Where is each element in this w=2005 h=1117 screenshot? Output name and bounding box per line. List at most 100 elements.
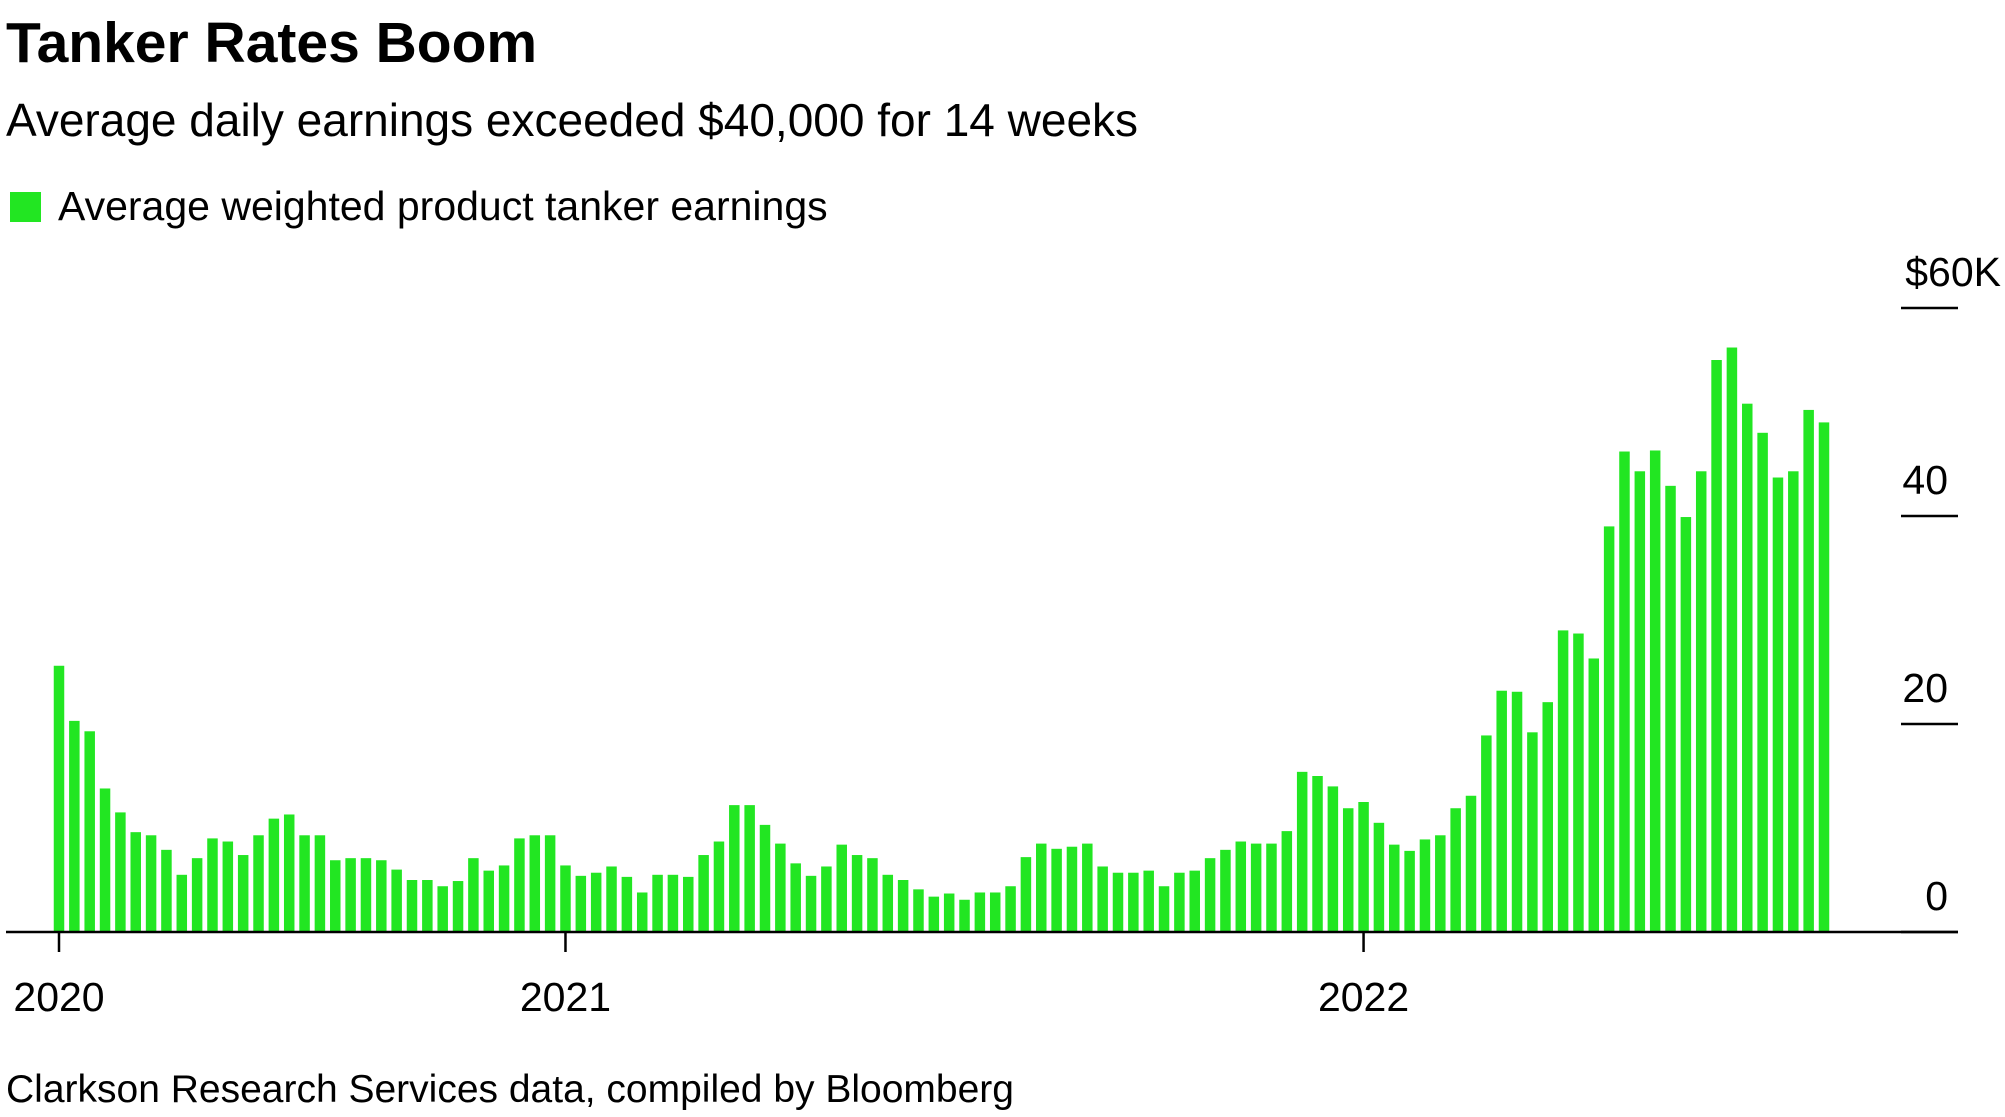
bar	[989, 892, 1001, 932]
x-tick-label: 2021	[520, 974, 611, 1020]
bar	[851, 855, 863, 932]
bar	[207, 838, 218, 932]
bar	[590, 872, 602, 932]
y-tick-label: 20	[1902, 665, 1948, 711]
bar	[1005, 886, 1016, 932]
bar	[391, 869, 402, 932]
bar	[1281, 831, 1293, 932]
bar	[1557, 630, 1569, 932]
bar	[222, 841, 234, 932]
bar	[345, 858, 356, 932]
bar	[1665, 485, 1676, 932]
source-note: Clarkson Research Services data, compile…	[6, 1068, 1014, 1111]
bar	[1082, 843, 1093, 932]
bar	[406, 880, 418, 932]
bar	[1511, 691, 1523, 932]
bar	[145, 835, 157, 932]
bar	[237, 855, 249, 932]
bar	[483, 870, 494, 932]
bar	[422, 880, 433, 932]
bar	[652, 874, 663, 932]
bar	[729, 805, 740, 932]
bar	[452, 881, 464, 932]
bar	[1189, 870, 1200, 932]
bar	[621, 876, 633, 932]
bar	[1757, 432, 1768, 932]
bar	[1680, 517, 1692, 932]
bar	[1250, 843, 1262, 932]
y-tick-label: $60K	[1905, 249, 2001, 295]
bar	[698, 855, 709, 932]
bar	[161, 849, 172, 932]
bar	[1649, 450, 1661, 932]
bar	[744, 805, 755, 932]
bar	[1342, 808, 1354, 932]
bar	[1143, 870, 1154, 932]
bar	[1358, 802, 1369, 932]
bar	[376, 860, 387, 932]
bar	[606, 866, 617, 932]
bar	[1542, 702, 1553, 932]
bar	[299, 835, 310, 932]
bar	[805, 875, 817, 932]
bar	[283, 814, 295, 932]
bar	[913, 889, 924, 932]
bar	[560, 865, 571, 932]
bar	[882, 874, 894, 932]
bar	[1327, 786, 1339, 932]
bar	[1450, 808, 1461, 932]
bar	[1174, 872, 1185, 932]
legend-swatch	[10, 192, 41, 222]
bar	[176, 874, 188, 932]
bar	[468, 858, 479, 932]
bar	[99, 788, 111, 932]
y-tick-label: 40	[1902, 457, 1948, 503]
bar	[314, 835, 326, 932]
bar	[1419, 839, 1431, 932]
bar	[1235, 841, 1247, 932]
bar	[1634, 471, 1646, 932]
bar	[360, 858, 372, 932]
bar	[1066, 846, 1078, 932]
bar	[1051, 848, 1062, 932]
bar	[1527, 732, 1538, 932]
bar	[1788, 471, 1799, 932]
legend-label: Average weighted product tanker earnings	[58, 183, 828, 229]
bar	[1695, 471, 1707, 932]
bar	[943, 893, 955, 932]
bar	[529, 835, 541, 932]
bar	[1435, 835, 1446, 932]
bar	[1588, 658, 1600, 932]
bar	[1404, 850, 1415, 932]
x-tick-label: 2022	[1318, 974, 1409, 1020]
bar	[1603, 526, 1615, 932]
bar	[636, 892, 648, 932]
bar	[1296, 771, 1308, 932]
bar	[683, 876, 694, 932]
bar	[1312, 776, 1323, 932]
bar	[1204, 858, 1216, 932]
x-tick-label: 2020	[13, 974, 104, 1020]
y-tick-label: 0	[1925, 873, 1948, 919]
bar	[1097, 866, 1108, 932]
bar	[1220, 849, 1231, 932]
bar	[1373, 822, 1385, 932]
bar	[268, 818, 280, 932]
bar	[867, 858, 878, 932]
bar	[713, 841, 725, 932]
bar	[115, 812, 126, 932]
bar	[191, 858, 203, 932]
bar	[759, 824, 771, 932]
bar	[928, 896, 940, 932]
bar	[1481, 735, 1492, 932]
bar	[53, 665, 65, 932]
bar	[544, 835, 556, 932]
bar	[498, 865, 510, 932]
bar	[437, 886, 448, 932]
bar	[1158, 886, 1170, 932]
bar	[1036, 843, 1047, 932]
bar	[1619, 451, 1630, 932]
bar	[514, 838, 525, 932]
bar	[959, 899, 970, 932]
